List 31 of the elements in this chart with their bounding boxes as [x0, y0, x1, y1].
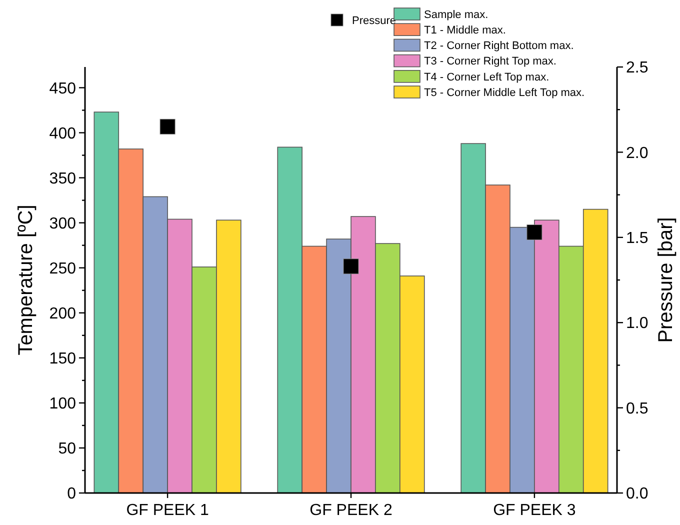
y-tick-label: 50 — [58, 440, 76, 458]
y2-tick-label: 0.5 — [626, 400, 648, 418]
legend-label: T1 - Middle max. — [424, 24, 506, 36]
y-axis-title: Temperature [ºC] — [15, 204, 37, 356]
legend-label: Sample max. — [424, 8, 488, 21]
y-tick-label: 0 — [67, 486, 76, 503]
y-tick-label: 400 — [49, 125, 76, 142]
y2-tick-label: 1.5 — [626, 230, 648, 247]
legend-label: Pressure — [352, 14, 396, 27]
x-tick-label: GF PEEK 3 — [493, 502, 576, 519]
y2-tick-label: 0.0 — [626, 486, 648, 503]
legend-label: T5 - Corner Middle Left Top max. — [424, 86, 585, 99]
y-tick-label: 200 — [49, 305, 76, 322]
y-tick-label: 450 — [49, 80, 76, 98]
y-tick-label: 350 — [49, 170, 76, 188]
y-tick-label: 300 — [49, 215, 76, 232]
y2-axis-title: Pressure [bar] — [655, 217, 677, 343]
y-tick-label: 100 — [49, 396, 76, 413]
point — [160, 118, 176, 134]
point — [343, 258, 359, 274]
x-tick-label: GF PEEK 2 — [310, 502, 392, 519]
y2-tick-label: 1.0 — [626, 315, 648, 332]
x-tick-label: GF PEEK 1 — [126, 502, 209, 519]
legend-label: T4 - Corner Left Top max. — [424, 71, 550, 84]
point — [526, 224, 542, 240]
legend-label: T3 - Corner Right Top max. — [424, 56, 556, 68]
y2-tick-label: 2.0 — [626, 144, 648, 162]
y-tick-label: 250 — [49, 260, 76, 278]
y2-tick-label: 2.5 — [626, 60, 648, 77]
legend-label: T2 - Corner Right Bottom max. — [424, 40, 574, 52]
y-tick-label: 150 — [49, 350, 76, 368]
